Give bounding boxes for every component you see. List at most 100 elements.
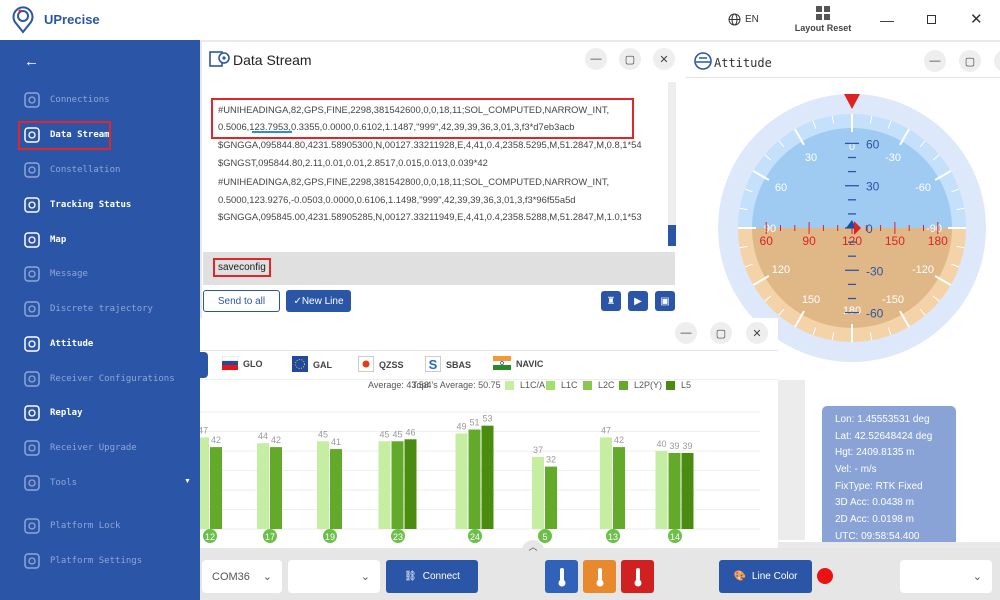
sidebar-item-receiver-configurations[interactable]: Receiver Configurations: [22, 367, 175, 391]
bar[interactable]: [545, 466, 557, 529]
sidebar-item-receiver-upgrade[interactable]: Receiver Upgrade: [22, 436, 137, 460]
legend-item[interactable]: L2P(Y): [619, 380, 662, 390]
tab-sbas[interactable]: S SBAS: [425, 356, 471, 374]
roll-tick: [831, 332, 835, 341]
tab-selected[interactable]: [200, 352, 208, 378]
sidebar-item-connections[interactable]: Connections: [22, 88, 110, 112]
thermometer-icon: [596, 567, 603, 586]
legend-item[interactable]: L1C/A: [505, 380, 545, 390]
legend-item[interactable]: L1C: [546, 380, 578, 390]
satellite-badge[interactable]: [203, 529, 217, 543]
legend-item[interactable]: L5: [666, 380, 691, 390]
save-icon[interactable]: ▣: [655, 291, 675, 311]
bar[interactable]: [681, 452, 694, 529]
attitude-title: Attitude: [714, 56, 772, 70]
temperature-button[interactable]: [583, 560, 616, 593]
line-color-button[interactable]: 🎨 Line Color: [719, 560, 812, 593]
satellite-badge[interactable]: [468, 529, 482, 543]
sidebar-item-replay[interactable]: Replay: [22, 401, 83, 425]
baud-select[interactable]: ⌄: [288, 560, 380, 593]
sidebar-item-data-stream[interactable]: Data Stream: [22, 123, 110, 147]
bar[interactable]: [455, 433, 468, 529]
satellite-badge[interactable]: [606, 529, 620, 543]
attitude-icon: [24, 336, 40, 352]
window-minimize-button[interactable]: —: [880, 12, 894, 28]
language-selector[interactable]: EN: [728, 13, 759, 26]
roll-tick: [899, 310, 910, 328]
bar[interactable]: [210, 447, 222, 529]
bar[interactable]: [330, 449, 342, 529]
tools-caret-icon[interactable]: ▼: [184, 478, 191, 485]
roll-tick: [951, 188, 960, 193]
bar[interactable]: [200, 437, 209, 529]
temperature-button[interactable]: [545, 560, 578, 593]
play-icon[interactable]: ▶: [628, 291, 648, 311]
bar[interactable]: [378, 441, 391, 529]
window-maximize-button[interactable]: [927, 15, 936, 24]
stream-scrollbar[interactable]: [668, 82, 676, 246]
connect-label: Connect: [422, 571, 460, 582]
satellite-badge[interactable]: [668, 529, 682, 543]
sidebar-item-map[interactable]: Map: [22, 228, 66, 252]
attitude-close-button[interactable]: ✕: [994, 50, 1000, 72]
expand-chevron-icon[interactable]: ︿: [522, 540, 544, 554]
satellite-badge[interactable]: [263, 529, 277, 543]
legend-item[interactable]: L2C: [583, 380, 615, 390]
tab-glo[interactable]: GLO: [221, 355, 263, 372]
port-select[interactable]: COM36 ⌄: [202, 560, 282, 593]
data-stream-close-button[interactable]: ✕: [653, 48, 675, 70]
chart-minimize-button[interactable]: —: [675, 322, 697, 344]
bar-value-label: 51: [469, 418, 479, 428]
glo-flag-icon: [221, 355, 239, 372]
bar[interactable]: [481, 425, 494, 529]
attitude-maximize-button[interactable]: ▢: [959, 50, 981, 72]
line-color-swatch[interactable]: [817, 568, 833, 584]
satellite-badge[interactable]: [391, 529, 405, 543]
connect-button[interactable]: ⛓ Connect: [386, 560, 478, 593]
chart-maximize-button[interactable]: ▢: [710, 322, 732, 344]
sidebar-item-attitude[interactable]: Attitude: [22, 332, 93, 356]
tab-qzss[interactable]: QZSS: [358, 356, 404, 374]
highlight-box: [211, 98, 634, 139]
sidebar-item-constellation[interactable]: Constellation: [22, 158, 120, 182]
bar[interactable]: [257, 443, 269, 529]
layout-reset-button[interactable]: Layout Reset: [790, 6, 856, 33]
sidebar-item-message[interactable]: Message: [22, 262, 88, 286]
chart-close-button[interactable]: ✕: [746, 322, 768, 344]
satellite-badge[interactable]: [323, 529, 337, 543]
sidebar-item-tools[interactable]: Tools: [22, 471, 77, 495]
sidebar-item-platform-settings[interactable]: Platform Settings: [22, 549, 142, 573]
data-stream-minimize-button[interactable]: —: [585, 48, 607, 70]
roll-tick: [934, 170, 952, 181]
bar[interactable]: [404, 439, 417, 529]
bar[interactable]: [668, 452, 681, 529]
temperature-button[interactable]: [621, 560, 654, 593]
satellite-badge[interactable]: [538, 529, 552, 543]
bar[interactable]: [532, 456, 544, 529]
info-line: 2D Acc: 0.0198 m: [835, 514, 914, 526]
attitude-minimize-button[interactable]: —: [924, 50, 946, 72]
command-input[interactable]: saveconfig: [203, 252, 675, 285]
bar[interactable]: [613, 447, 625, 529]
roll-tick: [956, 207, 965, 211]
window-close-button[interactable]: ✕: [970, 11, 983, 28]
sidebar-item-platform-lock[interactable]: Platform Lock: [22, 514, 120, 538]
bar[interactable]: [270, 447, 282, 529]
clear-icon[interactable]: ♜: [601, 291, 621, 311]
display-select[interactable]: ⌄: [900, 560, 992, 593]
sidebar-item-discrete-trajectory[interactable]: Discrete trajectory: [22, 297, 153, 321]
tab-navic[interactable]: NAVIC: [493, 356, 543, 372]
send-to-all-button[interactable]: Send to all: [203, 290, 280, 312]
bar[interactable]: [600, 437, 612, 529]
bar[interactable]: [468, 429, 481, 529]
data-stream-maximize-button[interactable]: ▢: [619, 48, 641, 70]
back-arrow-icon[interactable]: ←: [24, 53, 39, 70]
bar[interactable]: [391, 441, 404, 529]
tab-gal[interactable]: GAL: [292, 356, 332, 374]
bar-value-label: 32: [546, 455, 556, 465]
bar[interactable]: [317, 441, 329, 529]
sidebar-item-tracking-status[interactable]: Tracking Status: [22, 193, 131, 217]
bar-value-label: 44: [258, 431, 268, 441]
bar[interactable]: [655, 451, 668, 529]
new-line-button[interactable]: ✓New Line: [286, 290, 351, 312]
